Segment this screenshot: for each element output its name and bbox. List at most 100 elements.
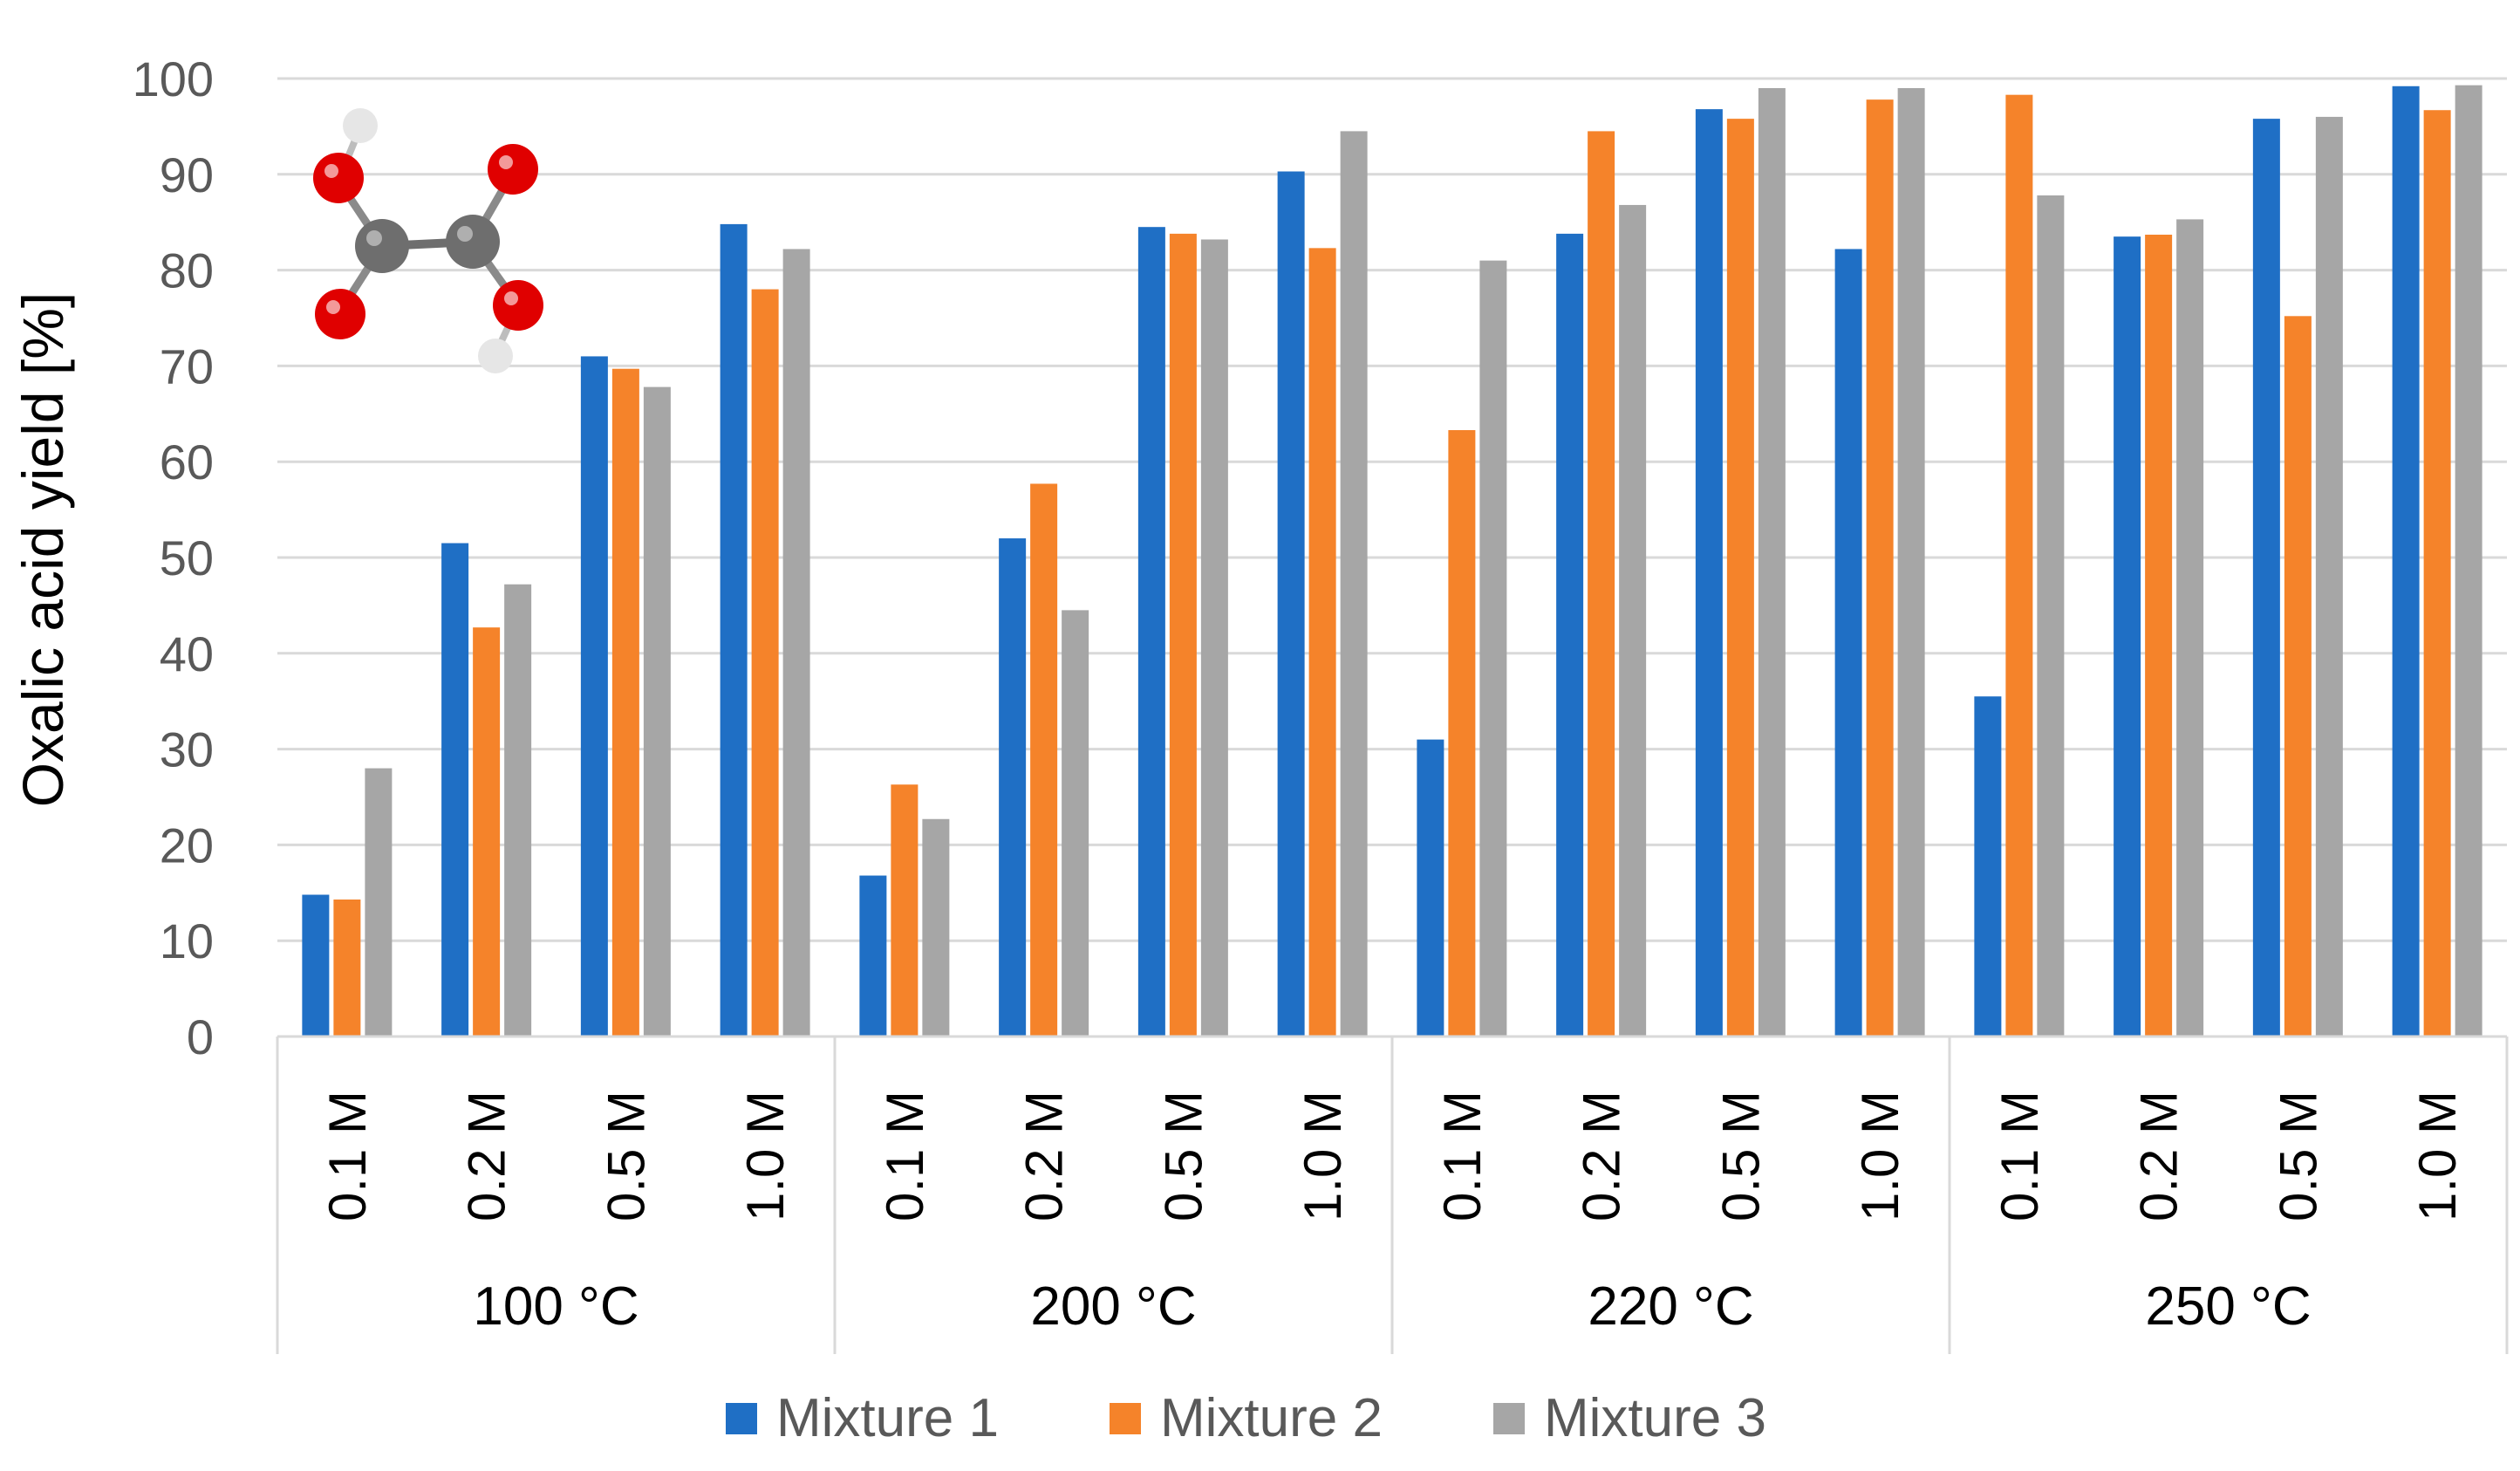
bar	[643, 387, 671, 1037]
bar	[1479, 260, 1507, 1037]
bar	[441, 543, 469, 1037]
legend-label: Mixture 2	[1160, 1388, 1383, 1448]
bar	[1834, 249, 1862, 1037]
bar	[2455, 85, 2482, 1037]
bar	[1137, 227, 1165, 1037]
bar	[473, 627, 501, 1037]
bar	[1308, 248, 1336, 1037]
y-tick-label: 80	[160, 243, 214, 298]
oxygen-atom	[315, 289, 365, 339]
bar	[1062, 610, 1089, 1037]
x-tick-label: 0.1 M	[876, 1091, 934, 1221]
bar	[302, 894, 330, 1037]
carbon-atom	[355, 219, 409, 273]
legend-swatch	[1493, 1403, 1525, 1434]
bar	[999, 538, 1027, 1037]
bars	[302, 85, 2482, 1037]
bar	[1417, 739, 1444, 1037]
y-tick-label: 100	[133, 51, 214, 106]
x-group-label: 220 °C	[1588, 1276, 1753, 1337]
legend-swatch	[726, 1403, 757, 1434]
gridlines	[277, 77, 2507, 942]
bar	[751, 289, 779, 1037]
y-tick-label: 60	[160, 434, 214, 489]
x-tick-label: 0.5 M	[1711, 1091, 1770, 1221]
bar	[580, 356, 608, 1037]
x-tick-label: 1.0 M	[1294, 1091, 1352, 1221]
y-tick-label: 70	[160, 339, 214, 393]
bar	[1726, 119, 1754, 1037]
bar	[611, 368, 639, 1037]
hydrogen-atom	[343, 108, 378, 143]
oxygen-atom	[313, 153, 364, 203]
bar	[1695, 109, 1723, 1037]
bar	[1897, 87, 1925, 1037]
bar	[782, 249, 810, 1037]
bar	[859, 875, 887, 1037]
bar	[2037, 195, 2065, 1037]
x-tick-label: 0.2 M	[458, 1091, 516, 1221]
bar	[2176, 219, 2204, 1037]
bar	[365, 768, 393, 1037]
x-tick-label: 0.2 M	[2130, 1091, 2189, 1221]
y-tick-label: 10	[160, 913, 214, 968]
y-tick-label: 50	[160, 530, 214, 585]
bar	[1556, 233, 1584, 1037]
hydrogen-atom	[478, 339, 513, 373]
bar	[1758, 87, 1786, 1037]
bar	[1448, 429, 1476, 1037]
bar	[891, 784, 919, 1037]
x-tick-label: 0.2 M	[1573, 1091, 1631, 1221]
bar	[2284, 316, 2312, 1037]
bar	[2005, 94, 2033, 1037]
x-tick-label: 0.1 M	[1433, 1091, 1492, 1221]
x-axis	[276, 1035, 2509, 1354]
bar	[2392, 86, 2420, 1037]
bar	[2114, 236, 2141, 1037]
x-tick-label: 0.5 M	[2269, 1091, 2327, 1221]
bar	[2423, 110, 2451, 1037]
legend-swatch	[1110, 1403, 1141, 1434]
x-group-label: 250 °C	[2145, 1276, 2311, 1337]
bar	[333, 899, 361, 1037]
y-tick-label: 30	[160, 722, 214, 777]
x-tick-label: 0.5 M	[1154, 1091, 1212, 1221]
bar	[922, 818, 950, 1037]
bar	[720, 223, 748, 1037]
y-tick-label: 40	[160, 626, 214, 681]
x-group-label: 200 °C	[1030, 1276, 1196, 1337]
bar	[1169, 233, 1197, 1037]
x-tick-label: 1.0 M	[1851, 1091, 1909, 1221]
x-tick-label: 1.0 M	[2408, 1091, 2467, 1221]
legend: Mixture 1 Mixture 2 Mixture 3	[726, 1388, 1766, 1448]
bar	[1974, 696, 2002, 1037]
bar	[1200, 239, 1228, 1037]
y-tick-label: 90	[160, 147, 214, 202]
y-tick-label: 0	[187, 1009, 214, 1064]
y-tick-label: 20	[160, 818, 214, 872]
y-axis-title: Oxalic acid yield [%]	[10, 292, 75, 808]
carbon-atom	[446, 215, 500, 269]
bar	[1619, 204, 1647, 1037]
x-tick-label: 0.2 M	[1015, 1091, 1074, 1221]
bar	[1866, 99, 1894, 1037]
oxalic-acid-molecule-image	[313, 108, 543, 373]
legend-label: Mixture 1	[776, 1388, 999, 1448]
bar	[1277, 171, 1305, 1037]
x-group-label: 100 °C	[473, 1276, 639, 1337]
x-tick-label: 1.0 M	[736, 1091, 795, 1221]
oxygen-atom	[493, 280, 543, 331]
x-tick-label: 0.1 M	[318, 1091, 377, 1221]
x-tick-label: 0.1 M	[1991, 1091, 2049, 1221]
bar	[504, 584, 532, 1037]
bar	[2252, 119, 2280, 1037]
y-axis-ticks: 0 10 20 30 40 50 60 70 80 90 100	[133, 51, 214, 1064]
bar	[2145, 234, 2173, 1037]
oxygen-atom	[488, 144, 538, 195]
bar	[1340, 131, 1368, 1037]
x-axis-labels: 0.1 M 0.2 M 0.5 M 1.0 M 0.1 M 0.2 M 0.5 M 1.0 M…	[318, 1091, 2467, 1337]
bar	[1588, 131, 1615, 1037]
bar	[2315, 116, 2343, 1037]
x-tick-label: 0.5 M	[597, 1091, 655, 1221]
bar	[1030, 483, 1058, 1037]
